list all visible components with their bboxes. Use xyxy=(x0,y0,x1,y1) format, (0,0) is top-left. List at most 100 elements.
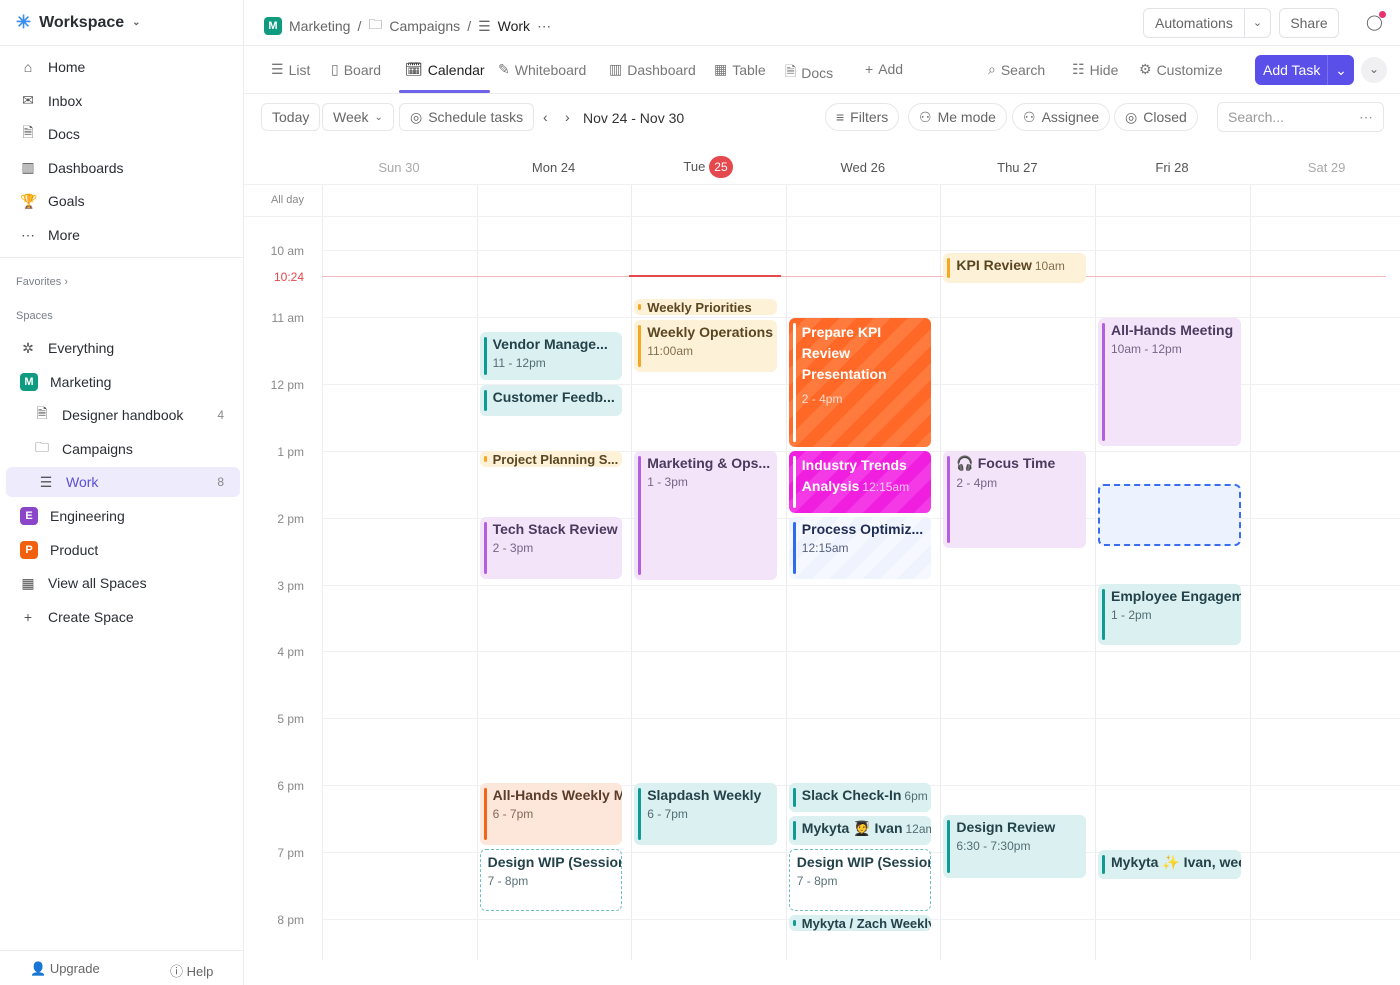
chevron-down-icon: ⌄ xyxy=(374,111,383,123)
calendar-event[interactable]: Weekly Operations 11:00am xyxy=(634,320,777,372)
current-time-line xyxy=(322,276,1386,277)
prev-week-button[interactable]: ‹ xyxy=(543,109,548,125)
event-title: Project Planning S... xyxy=(492,452,619,467)
whiteboard-icon: ✎ xyxy=(498,61,510,77)
sidebar-space-everything[interactable]: ✲ Everything xyxy=(6,333,240,363)
customize-button[interactable]: ⚙ Customize xyxy=(1139,61,1223,78)
event-time: 12am xyxy=(905,822,932,836)
calendar-event[interactable]: Vendor Manage... 11 - 12pm xyxy=(479,332,623,380)
sidebar-space-product[interactable]: P Product xyxy=(6,535,240,565)
calendar-event[interactable] xyxy=(1098,484,1241,546)
hour-label: 12 pm xyxy=(270,377,304,392)
sidebar-item-more[interactable]: ⋯ More xyxy=(6,220,240,250)
chevron-down-icon[interactable]: ⌄ xyxy=(1327,55,1354,85)
me-mode-button[interactable]: ⚇ Me mode xyxy=(908,103,1007,131)
tab-list[interactable]: ☰ List xyxy=(271,61,310,78)
sidebar-space-create-space[interactable]: + Create Space xyxy=(6,602,240,632)
more-icon[interactable]: ⋯ xyxy=(537,17,552,34)
calendar-event[interactable]: Design Review 6:30 - 7:30pm xyxy=(943,815,1086,878)
sidebar-item-goals[interactable]: 🏆 Goals xyxy=(6,186,240,216)
tab-table[interactable]: ▦ Table xyxy=(714,61,766,78)
breadcrumb-marketing[interactable]: Marketing xyxy=(289,18,351,34)
tab-docs[interactable]: 🗎 Docs xyxy=(785,61,833,85)
event-title: All-Hands Meeting xyxy=(1111,322,1234,338)
sidebar-space-marketing[interactable]: M Marketing xyxy=(6,367,240,397)
doc-icon: 🗎 xyxy=(36,405,48,422)
event-color-bar xyxy=(1102,589,1105,640)
search-button[interactable]: ⌕ Search xyxy=(988,61,1046,78)
tab-label: Board xyxy=(343,61,382,78)
calendar-event[interactable]: Slack Check-In 6pm xyxy=(788,783,932,812)
more-icon[interactable]: ⋯ xyxy=(1359,108,1373,125)
hide-button[interactable]: ☷ Hide xyxy=(1072,61,1119,78)
calendar-event[interactable]: Employee Engagement 1 - 2pm xyxy=(1098,584,1241,645)
calendar-event[interactable]: Prepare KPI Review Presentation 2 - 4pm xyxy=(788,318,932,447)
calendar-event[interactable]: Design WIP (Session) 7 - 8pm xyxy=(479,849,623,911)
sidebar-item-docs[interactable]: 🗎 Docs xyxy=(6,119,240,149)
tab-label: Whiteboard xyxy=(514,61,587,78)
calendar-event[interactable]: Project Planning S... xyxy=(479,451,623,467)
sidebar-item-dashboards[interactable]: ▥ Dashboards xyxy=(6,153,240,183)
hour-line xyxy=(322,316,1400,318)
workspace-switcher[interactable]: ✳ Workspace ⌄ xyxy=(16,12,141,33)
event-title: Design WIP (Session) xyxy=(796,854,932,870)
event-color-bar xyxy=(1102,855,1105,874)
upgrade-button[interactable]: 👤 Upgrade xyxy=(30,961,100,976)
calendar-event[interactable]: Customer Feedb... xyxy=(479,385,623,416)
sidebar-item-inbox[interactable]: ✉ Inbox xyxy=(6,86,240,116)
calendar-event[interactable]: Mykyta ✨ Ivan, weekly xyxy=(1098,850,1241,879)
notification-icon[interactable]: ◯ xyxy=(1366,11,1386,31)
sidebar-space-engineering[interactable]: E Engineering xyxy=(6,501,240,531)
calendar-event[interactable]: Design WIP (Session) 7 - 8pm xyxy=(788,849,932,911)
week-dropdown[interactable]: Week ⌄ xyxy=(322,103,394,131)
next-week-button[interactable]: › xyxy=(565,109,570,125)
chevron-down-icon[interactable]: ⌄ xyxy=(1244,9,1270,37)
collapse-button[interactable]: ⌄ xyxy=(1361,57,1387,83)
schedule-tasks-button[interactable]: ◎ Schedule tasks xyxy=(399,103,535,131)
assignee-button[interactable]: ⚇ Assignee xyxy=(1012,103,1111,131)
sidebar-space-work[interactable]: ☰ Work 8 xyxy=(6,467,240,498)
sidebar-space-designer-handbook[interactable]: 🗎 Designer handbook 4 xyxy=(6,400,240,430)
calendar-event[interactable]: Mykyta 🧑‍🎓 Ivan 12am xyxy=(788,816,932,845)
event-color-bar xyxy=(792,788,796,807)
calendar-event[interactable]: Weekly Priorities xyxy=(634,299,777,315)
event-title: Weekly Priorities xyxy=(647,300,752,315)
filters-button[interactable]: ≡ Filters xyxy=(825,103,900,131)
tab-calendar[interactable]: 🗓 Calendar xyxy=(405,61,485,78)
breadcrumb-work[interactable]: Work xyxy=(497,18,531,34)
sidebar-space-campaigns[interactable]: 🗀 Campaigns xyxy=(6,434,240,464)
tab-add[interactable]: + Add xyxy=(865,61,903,77)
grid-icon: ▦ xyxy=(21,574,35,591)
all-day-label: All day xyxy=(270,194,304,206)
automations-button[interactable]: Automations ⌄ xyxy=(1143,8,1271,38)
user-icon: ⚇ xyxy=(919,108,932,125)
calendar-event[interactable]: Mykyta / Zach Weekly xyxy=(788,915,932,931)
breadcrumb-campaigns[interactable]: Campaigns xyxy=(389,18,461,34)
calendar-event[interactable]: Process Optimiz... 12:15am xyxy=(788,517,932,579)
event-time: 2 - 3pm xyxy=(492,541,534,555)
tab-whiteboard[interactable]: ✎ Whiteboard xyxy=(498,61,586,78)
calendar-event[interactable]: All-Hands Meeting 10am - 12pm xyxy=(1098,318,1241,446)
today-button[interactable]: Today xyxy=(261,103,321,131)
event-color-bar xyxy=(792,821,796,840)
search-icon: ⌕ xyxy=(988,61,996,77)
favorites-header[interactable]: Favorites › xyxy=(16,276,68,288)
calendar-event[interactable]: All-Hands Weekly Meeting 6 - 7pm xyxy=(479,783,623,845)
calendar-event[interactable]: 🎧 Focus Time 2 - 4pm xyxy=(943,451,1086,548)
sidebar-item-home[interactable]: ⌂ Home xyxy=(6,52,240,82)
everything-icon: ✲ xyxy=(22,339,34,356)
search-input[interactable]: Search... ⋯ xyxy=(1217,102,1384,132)
calendar-event[interactable]: KPI Review 10am xyxy=(943,253,1086,283)
sidebar-space-view-all-spaces[interactable]: ▦ View all Spaces xyxy=(6,568,240,598)
calendar-event[interactable]: Tech Stack Review 2 - 3pm xyxy=(479,517,623,579)
event-color-bar xyxy=(483,788,487,840)
tab-board[interactable]: ▯ Board xyxy=(331,61,381,78)
share-button[interactable]: Share xyxy=(1279,8,1339,38)
help-button[interactable]: ⓘ Help xyxy=(170,964,214,979)
tab-dashboard[interactable]: ▥ Dashboard xyxy=(609,61,696,78)
calendar-event[interactable]: Slapdash Weekly 6 - 7pm xyxy=(634,783,777,845)
closed-button[interactable]: ◎ Closed xyxy=(1114,103,1198,131)
add-task-button[interactable]: Add Task ⌄ xyxy=(1255,55,1354,85)
calendar-event[interactable]: Marketing & Ops... 1 - 3pm xyxy=(634,451,777,580)
calendar-event[interactable]: Industry Trends Analysis 12:15am xyxy=(788,451,932,513)
